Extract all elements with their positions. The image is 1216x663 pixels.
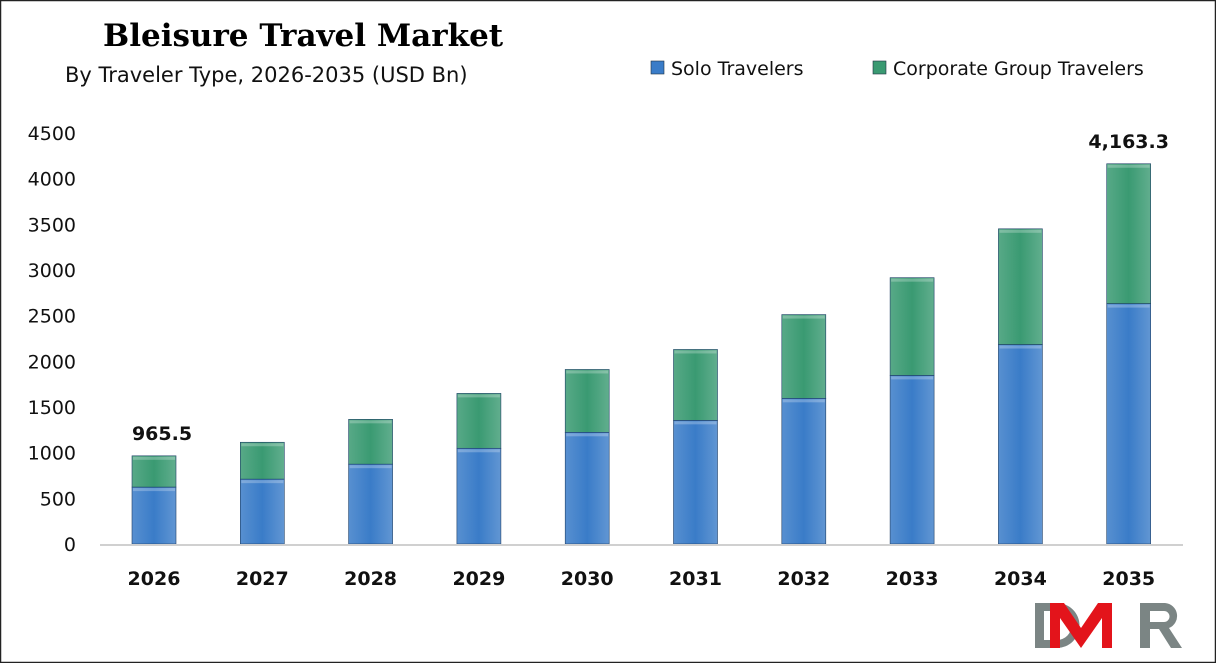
bar-bevel [782,399,825,403]
bar-bevel [457,449,500,453]
chart-title: Bleisure Travel Market [103,18,504,54]
y-tick-label: 2500 [28,306,76,328]
bar-bevel [241,480,284,484]
legend-swatch [650,60,665,75]
bar-solo-2033 [889,375,935,545]
y-tick-label: 3500 [28,214,76,236]
bar-solo-2032 [781,398,827,545]
legend-label: Solo Travelers [671,58,804,80]
x-tick-label: 2030 [561,568,614,590]
legend-label: Corporate Group Travelers [893,58,1144,80]
bars: 965.5 4,163.3 [131,131,1169,545]
dmr-logo [1035,603,1182,648]
x-tick-label: 2026 [128,568,181,590]
bar-bevel [674,421,717,425]
bar-bevel [241,443,284,447]
bar-corporate-2029 [456,393,502,449]
bar-solo-2034 [998,344,1043,545]
legend: Solo Travelers Corporate Group Travelers [650,58,1144,80]
bar-bevel [349,420,392,424]
y-tick-label: 2000 [28,351,76,373]
bar-bevel [566,370,609,374]
x-tick-label: 2028 [344,568,397,590]
bar-corporate-2030 [564,369,610,433]
legend-swatch [872,60,887,75]
x-tick-label: 2033 [886,568,939,590]
bar-solo-2030 [564,431,610,545]
bar-bevel [891,376,934,380]
bar-corporate-2027 [240,441,285,480]
bar-corporate-2035 [1106,163,1151,304]
bar-corporate-2026 [131,455,177,488]
bar-bevel [133,488,175,492]
bar-solo-2029 [456,447,502,545]
x-tick-label: 2031 [669,568,722,590]
bar-solo-2035 [1106,303,1151,545]
x-tick-label: 2027 [236,568,289,590]
data-label: 965.5 [132,423,192,445]
bar-corporate-2033 [889,277,935,376]
bar-bevel [999,345,1042,349]
bar-bevel [1107,304,1150,308]
bar-corporate-2031 [673,349,718,421]
bar-bevel [674,350,717,354]
bar-corporate-2034 [998,228,1043,345]
bar-solo-2026 [131,486,177,545]
bar-solo-2031 [673,420,718,545]
y-tick-label: 1500 [28,397,76,419]
x-tick-label: 2034 [994,568,1047,590]
y-tick-label: 3000 [28,260,76,282]
chart-subtitle: By Traveler Type, 2026-2035 (USD Bn) [65,63,468,87]
y-tick-label: 0 [64,534,76,556]
bar-solo-2028 [348,463,393,545]
bar-bevel [999,229,1042,233]
x-tick-label: 2029 [452,568,505,590]
x-tick-label: 2035 [1102,568,1155,590]
y-tick-label: 500 [40,488,76,510]
data-label: 4,163.3 [1088,131,1169,153]
bar-solo-2027 [240,478,285,545]
bar-bevel [782,315,825,319]
y-tick-label: 4000 [28,169,76,191]
y-tick-label: 1000 [28,443,76,465]
bar-corporate-2028 [348,419,393,465]
bar-bevel [1107,164,1150,168]
bar-bevel [566,433,609,437]
bar-corporate-2032 [781,314,827,399]
x-tick-label: 2032 [777,568,830,590]
bar-bevel [349,465,392,469]
y-axis: 0 500 1000 1500 2000 2500 3000 3500 4000 4500 [28,123,76,556]
x-axis: 2026 2027 2028 2029 2030 2031 2032 2033 2034 2035 [100,544,1183,590]
bar-bevel [133,456,175,460]
y-tick-label: 4500 [28,123,76,145]
bar-bevel [891,278,934,282]
bar-bevel [457,394,500,398]
